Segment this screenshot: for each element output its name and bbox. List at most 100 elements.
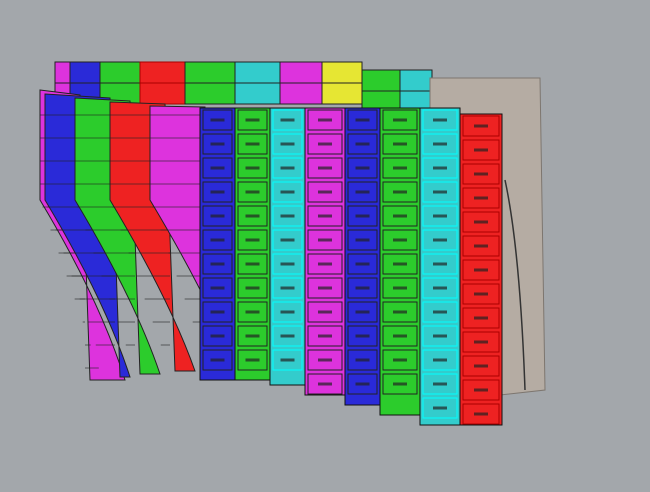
hull-panel-back [69,61,101,84]
panel-label-mark [474,412,488,416]
panel-label-mark [280,214,295,218]
panel-label-mark [474,220,488,224]
panel-label-mark [433,142,447,146]
hull-panel-back [279,61,323,84]
panel-label-mark [245,190,260,194]
panel-label-mark [393,118,407,122]
panel-label-mark [474,196,488,200]
panel-label-mark [210,310,225,314]
panel-label-mark [355,382,370,386]
panel-label-mark [280,310,295,314]
panel-label-mark [280,118,295,122]
panel-label-mark [210,142,225,146]
hull-panel-back [321,82,363,105]
hull-strake-side [74,97,161,375]
panel-label-mark [433,358,447,362]
panel-label-mark [433,382,447,386]
hull-panel-back [139,61,186,84]
panel-label-mark [393,382,407,386]
panel-label-mark [393,286,407,290]
panel-label-mark [433,190,447,194]
panel-label-mark [393,166,407,170]
panel-label-mark [355,166,370,170]
panel-label-mark [280,166,295,170]
panel-label-mark [245,166,260,170]
panel-label-mark [245,118,260,122]
panel-label-mark [210,214,225,218]
panel-label-mark [433,262,447,266]
panel-label-mark [474,316,488,320]
panel-label-mark [355,262,370,266]
panel-label-mark [433,238,447,242]
hull-panel-back [139,82,186,105]
panel-label-mark [393,142,407,146]
panel-label-mark [393,310,407,314]
panel-label-mark [245,334,260,338]
hull-panel-back [54,61,71,84]
panel-label-mark [474,244,488,248]
panel-label-mark [433,214,447,218]
panel-label-mark [245,238,260,242]
panel-label-mark [210,262,225,266]
panel-label-mark [210,190,225,194]
panel-label-mark [280,358,295,362]
panel-label-mark [245,142,260,146]
panel-label-mark [355,358,370,362]
panel-label-mark [245,286,260,290]
panel-label-mark [393,334,407,338]
panel-label-mark [318,142,332,146]
panel-label-mark [474,268,488,272]
panel-label-mark [318,190,332,194]
hull-panel-back [279,82,323,105]
panel-label-mark [393,238,407,242]
panel-label-mark [210,286,225,290]
panel-label-mark [210,166,225,170]
panel-label-mark [318,358,332,362]
panel-label-mark [318,382,332,386]
panel-label-mark [393,190,407,194]
panel-label-mark [280,286,295,290]
hull-panel-back [321,61,363,84]
hull-panel-back [99,61,141,84]
panel-label-mark [433,286,447,290]
panel-label-mark [433,310,447,314]
panel-label-mark [318,262,332,266]
panel-label-mark [433,118,447,122]
panel-label-mark [393,214,407,218]
panel-label-mark [280,142,295,146]
panel-label-mark [433,406,447,410]
panel-label-mark [474,292,488,296]
panel-label-mark [318,334,332,338]
hull-strake-side [109,101,196,372]
panel-label-mark [355,334,370,338]
panel-label-mark [318,166,332,170]
panel-label-mark [433,166,447,170]
panel-label-mark [210,238,225,242]
panel-label-mark [245,262,260,266]
hull-strake-front [304,107,346,396]
panel-label-mark [474,340,488,344]
panel-label-mark [474,364,488,368]
hull-panel-back [399,69,433,92]
panel-label-mark [355,118,370,122]
panel-label-mark [474,148,488,152]
panel-label-mark [393,358,407,362]
panel-label-mark [245,358,260,362]
front-strakes [199,107,503,426]
panel-label-mark [318,118,332,122]
panel-label-mark [280,238,295,242]
panel-label-mark [210,358,225,362]
hull-panel-back [184,82,236,105]
panel-label-mark [355,238,370,242]
panel-label-mark [393,262,407,266]
panel-label-mark [318,214,332,218]
panel-label-mark [280,334,295,338]
panel-label-mark [474,388,488,392]
hull-panel-back [234,82,281,105]
panel-label-mark [433,334,447,338]
panel-label-mark [318,310,332,314]
panel-label-mark [210,118,225,122]
panel-label-mark [318,238,332,242]
